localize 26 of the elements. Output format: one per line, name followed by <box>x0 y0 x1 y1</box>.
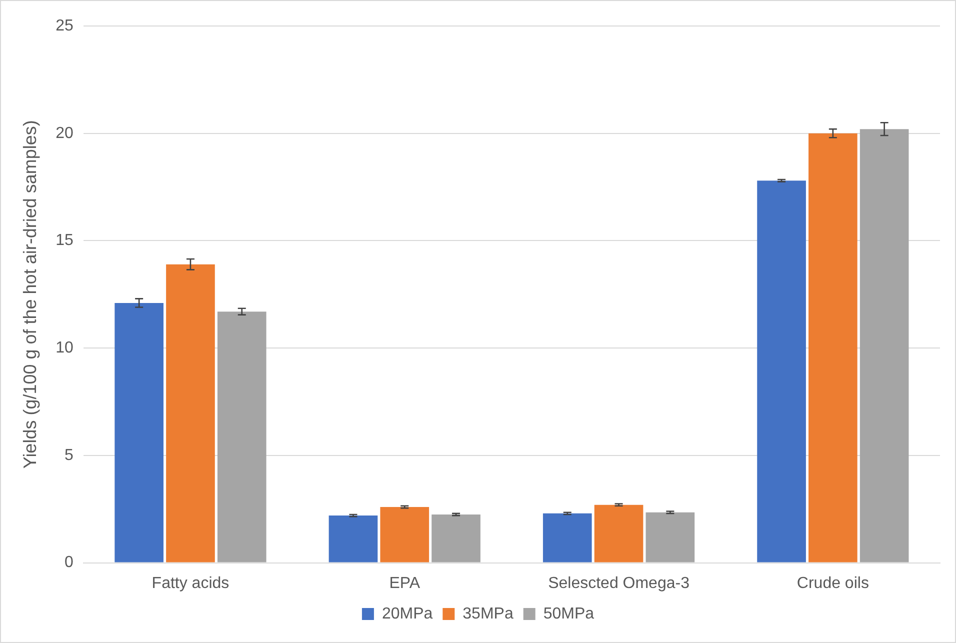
y-tick-label: 5 <box>64 446 74 464</box>
bar <box>542 513 592 562</box>
bar <box>114 302 164 562</box>
y-tick-label: 10 <box>56 339 74 356</box>
bar <box>646 512 695 562</box>
bar <box>380 506 430 562</box>
legend-label: 20MPa <box>382 605 433 622</box>
bar <box>328 516 378 562</box>
y-tick-label: 20 <box>56 124 74 142</box>
x-tick-label: Fatty acids <box>152 574 230 592</box>
y-tick-label: 0 <box>64 554 74 572</box>
legend-label: 35MPa <box>462 605 514 622</box>
x-tick-label: Crude oils <box>796 574 869 592</box>
y-tick-label: 25 <box>56 17 74 34</box>
x-tick-label: EPA <box>389 574 420 592</box>
bar <box>432 514 480 562</box>
y-tick-label: 15 <box>56 232 74 250</box>
bar <box>594 504 644 562</box>
bar <box>808 133 858 562</box>
bar <box>166 264 215 562</box>
bar <box>217 312 266 562</box>
bar <box>860 129 909 562</box>
bar <box>757 180 806 562</box>
legend-label: 50MPa <box>543 605 594 622</box>
x-tick-label: Selescted Omega-3 <box>548 574 690 592</box>
y-axis-title: Yields (g/100 g of the hot air-dried samples) <box>20 120 40 469</box>
